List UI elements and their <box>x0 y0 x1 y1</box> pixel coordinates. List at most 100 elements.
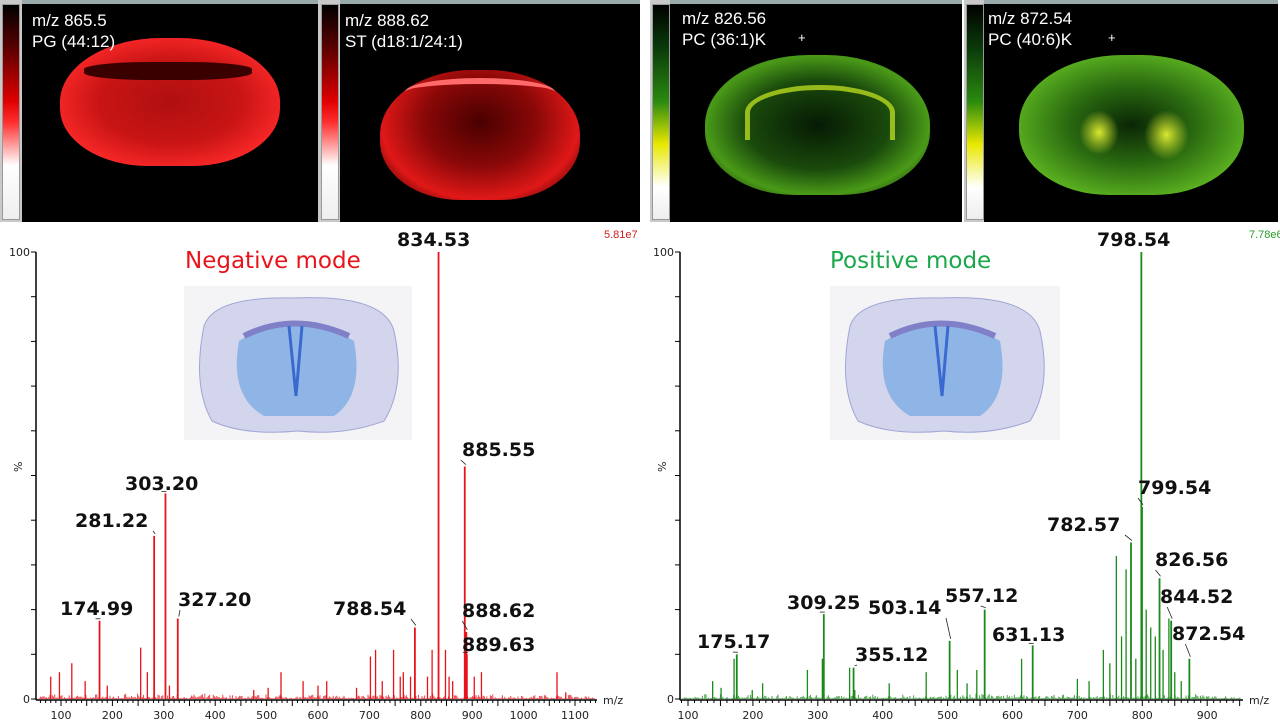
peak-leader-line <box>152 530 156 535</box>
nissl-inset-negative <box>184 286 412 440</box>
peak-label: 174.99 <box>60 598 133 620</box>
peak-label: 885.55 <box>462 439 535 461</box>
lipid-label: PC (36:1)K <box>682 30 767 49</box>
x-tick-label: 200 <box>742 709 763 722</box>
peak-label: 889.63 <box>462 634 535 656</box>
colorbar-green <box>652 4 670 220</box>
y-axis-label: % <box>656 462 669 472</box>
peak-leader-line <box>1166 606 1173 619</box>
x-tick-label: 1100 <box>561 709 589 722</box>
peak-label: 631.13 <box>992 624 1065 646</box>
corpus-callosum-signal <box>405 78 555 106</box>
peak-label: 782.57 <box>1047 514 1120 536</box>
image-titlebar <box>340 0 640 4</box>
peak-label: 888.62 <box>462 600 535 622</box>
peak-label: 844.52 <box>1160 586 1233 608</box>
brain-ventricle <box>84 62 252 80</box>
peak-label: 798.54 <box>1097 229 1170 251</box>
image-titlebar <box>22 0 318 4</box>
peak-label: 557.12 <box>945 585 1018 607</box>
peak-leader-line <box>1155 569 1161 577</box>
ms-image-st: m/z 888.62 ST (d18:1/24:1) <box>340 0 640 222</box>
peak-label: 826.56 <box>1155 549 1228 571</box>
marker-plus: + <box>798 30 806 45</box>
nissl-striatum <box>882 323 1003 416</box>
y-tick-label: 0 <box>667 693 674 706</box>
colorbar-red <box>321 4 339 220</box>
peak-leader-line <box>1124 534 1133 541</box>
baseline-noise <box>681 693 1241 699</box>
striatum-signal-left <box>1079 110 1119 155</box>
y-tick-label: 100 <box>653 246 674 259</box>
chart-title-positive: Positive mode <box>830 248 992 274</box>
mz-label: m/z 865.5 <box>32 11 107 30</box>
nissl-hippocampus <box>888 320 997 339</box>
peak-leader-line <box>462 620 468 631</box>
peak-label: 872.54 <box>1172 623 1245 645</box>
image-titlebar <box>670 0 962 4</box>
white-matter-signal <box>745 85 895 140</box>
peak-leader-line <box>1137 497 1144 506</box>
y-tick-label: 100 <box>9 246 30 259</box>
peak-leader-line <box>854 664 858 667</box>
peak-label: 327.20 <box>178 589 251 611</box>
striatum-signal-right <box>1144 110 1189 160</box>
x-tick-label: 500 <box>256 709 277 722</box>
ms-image-pc-36-1: m/z 826.56 PC (36:1)K + <box>670 0 962 222</box>
nissl-hippocampus <box>242 320 351 339</box>
mz-label: m/z 872.54 <box>988 9 1073 28</box>
peak-label: 309.25 <box>787 592 860 614</box>
peak-label: 303.20 <box>125 473 198 495</box>
lipid-label: PC (40:6)K <box>988 30 1073 49</box>
lipid-label: ST (d18:1/24:1) <box>345 32 463 51</box>
nissl-striatum <box>236 323 357 416</box>
x-tick-label: 900 <box>462 709 483 722</box>
x-tick-label: 500 <box>937 709 958 722</box>
x-tick-label: 300 <box>807 709 828 722</box>
x-tick-label: 400 <box>205 709 226 722</box>
x-axis-label: m/z <box>603 694 623 707</box>
max-intensity-negative: 5.81e7 <box>604 229 638 241</box>
x-tick-label: 700 <box>359 709 380 722</box>
peak-leader-line <box>460 459 467 465</box>
mz-label: m/z 888.62 <box>345 11 430 30</box>
peak-leader-line <box>410 618 417 626</box>
x-tick-label: 100 <box>678 709 699 722</box>
x-tick-label: 1000 <box>510 709 538 722</box>
nissl-inset-positive <box>830 286 1060 440</box>
peak-leader-line <box>178 609 181 617</box>
x-axis-label: m/z <box>1249 694 1269 707</box>
marker-plus: + <box>1108 30 1116 45</box>
peak-label: 834.53 <box>397 229 470 251</box>
x-tick-label: 900 <box>1197 709 1218 722</box>
peak-label: 503.14 <box>868 597 941 619</box>
x-tick-label: 600 <box>1002 709 1023 722</box>
x-tick-label: 800 <box>410 709 431 722</box>
x-tick-label: 800 <box>1132 709 1153 722</box>
baseline-noise <box>37 693 596 699</box>
ms-image-pg: m/z 865.5 PG (44:12) <box>22 0 318 222</box>
peak-leader-line <box>980 605 986 608</box>
nissl-midline <box>933 325 950 397</box>
peak-label: 788.54 <box>333 598 406 620</box>
ms-image-pc-40-6: m/z 872.54 PC (40:6)K + <box>984 0 1278 222</box>
lipid-label: PG (44:12) <box>32 32 116 51</box>
chart-title-negative: Negative mode <box>185 248 361 274</box>
colorbar-red <box>2 4 20 220</box>
image-titlebar <box>984 0 1278 4</box>
y-axis-label: % <box>12 462 25 472</box>
spectrum-negative: 834.53 885.55 303.20 281.22 174.99 327.20 788.… <box>9 229 623 722</box>
peak-leader-line <box>1185 643 1191 657</box>
y-tick-label: 0 <box>23 693 30 706</box>
max-intensity-positive: 7.78e6 <box>1249 229 1280 241</box>
brain-section-image <box>1019 55 1244 195</box>
x-tick-label: 700 <box>1067 709 1088 722</box>
brain-section-image <box>60 38 280 166</box>
spectrum-positive: 798.54 799.54 782.57 826.56 844.52 872.54 557.… <box>653 229 1269 722</box>
peak-label: 175.17 <box>697 631 770 653</box>
peak-label: 799.54 <box>1138 477 1211 499</box>
nissl-midline <box>287 325 304 397</box>
x-tick-label: 600 <box>308 709 329 722</box>
colorbar-green <box>966 4 984 220</box>
